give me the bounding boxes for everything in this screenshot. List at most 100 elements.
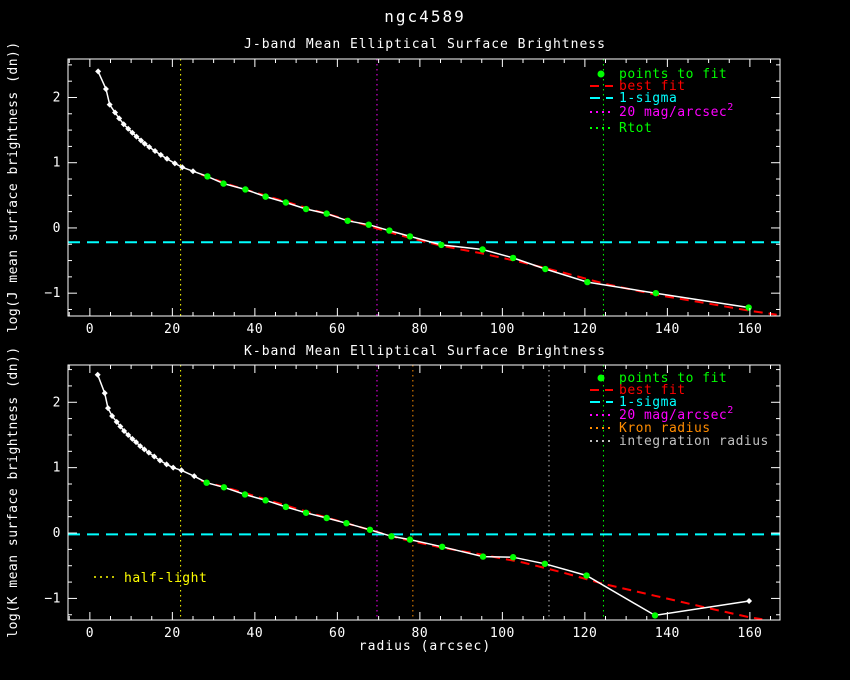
fit-point-marker: [583, 572, 590, 579]
x-tick-label: 120: [572, 322, 597, 337]
profile-point-marker: [113, 418, 120, 425]
x-tick-label: 160: [737, 322, 762, 337]
x-tick-label: 0: [86, 322, 94, 337]
profile-point-marker: [133, 133, 140, 140]
profile-point-marker: [95, 68, 102, 75]
fit-point-marker: [323, 210, 330, 217]
fit-point-marker: [343, 520, 350, 527]
axes-box: [67, 364, 781, 621]
x-tick-label: 20: [164, 322, 181, 337]
fit-point-marker: [479, 553, 487, 560]
profile-point-marker: [152, 147, 159, 154]
profile-point-marker: [105, 405, 112, 412]
x-axis-label: radius (arcsec): [358, 639, 492, 654]
profile-point-marker: [164, 155, 171, 162]
fit-point-marker: [541, 560, 549, 567]
legend-label: integration radius: [619, 434, 769, 449]
legend-label: 20 mag/arcsec2: [619, 102, 734, 120]
panel-j-band: 0 20 40 60 80 100 120 140 160 −1 0 1 2 points to fitb…: [44, 58, 781, 337]
fit-point-marker: [282, 199, 290, 206]
fit-point-marker: [262, 497, 269, 504]
fit-point-marker: [282, 503, 290, 511]
y-tick-label: −1: [44, 591, 61, 606]
fit-point-marker: [302, 205, 310, 213]
fit-point-marker: [220, 180, 227, 187]
profile-point-marker: [178, 467, 185, 474]
legend-label: best fit: [619, 79, 686, 94]
y-tick-label: 2: [53, 90, 61, 105]
fit-point-marker: [652, 289, 660, 297]
page-title: ngc4589: [384, 7, 466, 26]
profile-point-marker: [120, 121, 127, 128]
fit-point-marker: [584, 278, 591, 286]
x-tick-label: 40: [247, 626, 264, 641]
y-tick-label: 1: [53, 461, 61, 476]
profile-point-marker: [106, 101, 113, 108]
legend-label: Kron radius: [619, 421, 711, 436]
fit-point-marker: [241, 491, 249, 498]
profile-point-marker: [102, 86, 109, 93]
profile-point-marker: [94, 371, 101, 378]
fit-point-marker: [438, 543, 446, 550]
fit-point-marker: [509, 554, 517, 561]
legend-label: Rtot: [619, 121, 652, 136]
fit-point-marker: [262, 193, 269, 200]
legend-label: 1-sigma: [619, 395, 677, 410]
fit-point-marker: [388, 533, 395, 540]
profile-point-marker: [157, 151, 164, 158]
x-tick-label: 0: [86, 626, 94, 641]
y-tick-label: 0: [53, 221, 61, 236]
fit-point-marker: [242, 186, 249, 193]
profile-point-marker: [179, 164, 186, 171]
profile-point-marker: [101, 390, 108, 397]
panel-k-title: K-band Mean Elliptical Surface Brightnes…: [244, 344, 606, 359]
fit-point-marker: [386, 227, 393, 234]
profile-point-marker: [112, 109, 119, 116]
fit-point-marker: [406, 233, 414, 240]
x-tick-label: 60: [329, 322, 346, 337]
fit-point-marker: [365, 221, 372, 228]
y-tick-label: 1: [53, 156, 61, 171]
x-tick-label: 120: [572, 626, 597, 641]
legend-label: 20 mag/arcsec2: [619, 405, 734, 423]
profile-point-marker: [746, 598, 753, 605]
best-fit-line: [200, 479, 763, 621]
y-tick-label: 2: [53, 395, 61, 410]
fit-point-marker: [220, 484, 228, 491]
profile-point-marker: [117, 423, 124, 430]
legend-label: points to fit: [619, 371, 727, 386]
x-tick-label: 40: [247, 322, 264, 337]
fit-point-marker: [323, 514, 330, 522]
profile-point-marker: [121, 428, 128, 435]
profile-point-marker: [133, 439, 140, 446]
fit-point-marker: [366, 526, 374, 533]
profile-point-marker: [189, 168, 196, 175]
x-tick-label: 140: [655, 322, 680, 337]
profile-point-marker: [116, 115, 123, 122]
profile-point-marker: [151, 453, 158, 460]
y-tick-label: 0: [53, 526, 61, 541]
fit-point-marker: [203, 479, 210, 486]
legend-label-half-light: half-light: [124, 571, 207, 586]
fit-point-marker: [745, 304, 752, 311]
x-tick-label: 140: [655, 626, 680, 641]
profile-point-marker: [129, 129, 136, 136]
profile-point-marker: [125, 431, 132, 438]
axes-box: [67, 58, 781, 317]
legend-marker-dot: [597, 374, 605, 382]
fit-point-marker: [542, 265, 549, 273]
panel-k-band: 0 20 40 60 80 100 120 140 160 −1 0 1 2 points to fitb…: [44, 364, 781, 641]
x-tick-label: 100: [490, 626, 515, 641]
profile-point-marker: [145, 449, 152, 456]
profile-point-marker: [156, 457, 163, 464]
profile-point-marker: [146, 144, 153, 151]
fit-point-marker: [344, 217, 351, 224]
x-tick-label: 20: [164, 626, 181, 641]
profile-point-marker: [109, 413, 116, 419]
x-tick-label: 160: [737, 626, 762, 641]
legend-label: points to fit: [619, 67, 727, 82]
fit-point-marker: [406, 536, 414, 543]
fit-point-marker: [204, 173, 211, 180]
